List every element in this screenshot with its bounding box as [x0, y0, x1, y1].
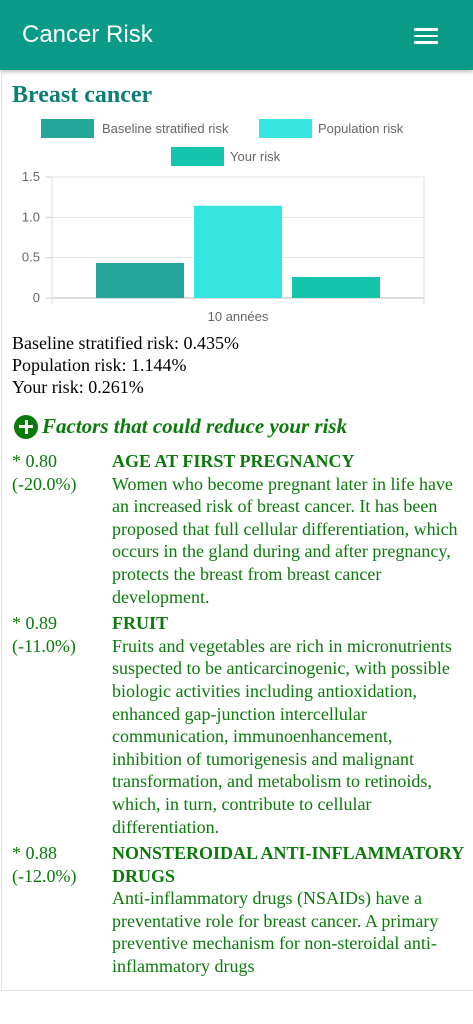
legend-swatch[interactable] — [259, 119, 312, 138]
factor-description: Fruits and vegetables are rich in micron… — [112, 635, 452, 837]
app-title: Cancer Risk — [22, 21, 153, 48]
stat-yours: Your risk: 0.261% — [12, 377, 144, 397]
x-tick-label: 10 années — [208, 309, 269, 324]
section-title: Breast cancer — [12, 82, 153, 108]
legend-label[interactable]: Baseline stratified risk — [102, 121, 229, 136]
y-tick-label: 0.5 — [22, 250, 40, 265]
hamburger-menu-icon[interactable] — [414, 28, 438, 44]
y-tick-label: 0 — [33, 290, 40, 305]
factor-body: NONSTEROIDAL ANTI-INFLAMMATORY DRUGS Ant… — [112, 842, 464, 978]
bar-0[interactable] — [96, 262, 184, 298]
factors-header[interactable]: Factors that could reduce your risk — [14, 414, 347, 439]
factor-item: * 0.88 (-12.0%) NONSTEROIDAL ANTI-INFLAM… — [12, 842, 467, 978]
legend-label[interactable]: Your risk — [230, 149, 281, 164]
factor-description: Women who become pregnant later in life … — [112, 473, 458, 607]
app-bar: Cancer Risk — [0, 0, 473, 70]
bar-2[interactable] — [292, 276, 380, 298]
factor-body: FRUIT Fruits and vegetables are rich in … — [112, 612, 464, 838]
factor-pct: (-11.0%) — [12, 635, 76, 656]
factor-pct: (-20.0%) — [12, 473, 77, 494]
page-content: Breast cancer Baseline stratified risk Po… — [0, 70, 473, 1024]
stat-population: Population risk: 1.144% — [12, 355, 187, 375]
factor-name: NONSTEROIDAL ANTI-INFLAMMATORY DRUGS — [112, 843, 464, 886]
factor-mult-value: * 0.80 — [12, 451, 57, 471]
legend-label[interactable]: Population risk — [318, 121, 404, 136]
factor-item: * 0.89 (-11.0%) FRUIT Fruits and vegetab… — [12, 612, 467, 838]
factor-pct: (-12.0%) — [12, 865, 77, 886]
y-tick-label: 1.5 — [22, 169, 40, 184]
factor-name: AGE AT FIRST PREGNANCY — [112, 451, 355, 471]
factor-description: Anti-inflammatory drugs (NSAIDs) have a … — [112, 888, 439, 977]
stat-baseline: Baseline stratified risk: 0.435% — [12, 333, 239, 353]
y-tick-label: 1.0 — [22, 209, 40, 224]
factor-multiplier: * 0.89 (-11.0%) — [12, 612, 112, 838]
legend-swatch[interactable] — [171, 147, 224, 166]
bar-1[interactable] — [194, 205, 282, 298]
factor-mult-value: * 0.88 — [12, 843, 57, 864]
risk-stats: Baseline stratified risk: 0.435% Populat… — [12, 332, 239, 398]
factors-title: Factors that could reduce your risk — [42, 414, 348, 438]
factor-item: * 0.80 (-20.0%) AGE AT FIRST PREGNANCY W… — [12, 450, 467, 608]
factor-mult-value: * 0.89 — [12, 613, 57, 634]
factor-body: AGE AT FIRST PREGNANCY Women who become … — [112, 450, 464, 608]
factor-multiplier: * 0.80 (-20.0%) — [12, 450, 112, 608]
factor-name: FRUIT — [112, 613, 169, 634]
legend-swatch[interactable] — [41, 119, 94, 138]
plus-circle-icon[interactable] — [14, 414, 38, 439]
factors-list: * 0.80 (-20.0%) AGE AT FIRST PREGNANCY W… — [12, 450, 467, 986]
risk-chart: Baseline stratified risk Population risk Y… — [22, 119, 425, 324]
factor-multiplier: * 0.88 (-12.0%) — [12, 842, 112, 978]
